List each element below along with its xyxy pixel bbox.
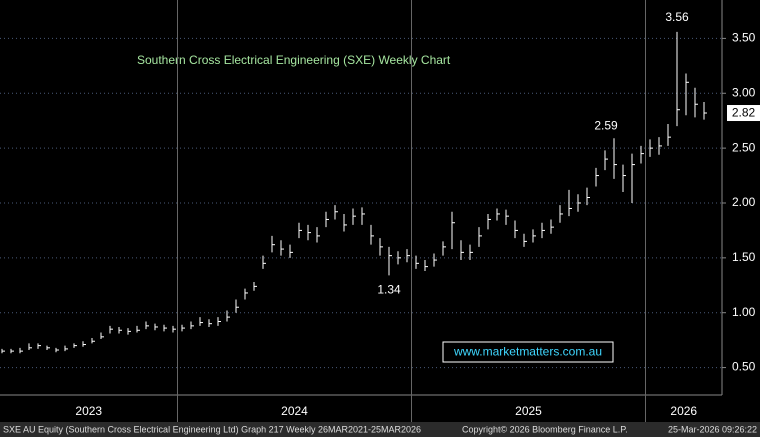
y-tick-label: 3.00 xyxy=(732,85,756,99)
x-tick-label: 2024 xyxy=(281,404,308,418)
price-annotation: 3.56 xyxy=(665,10,689,24)
footer-bar xyxy=(0,422,760,437)
price-annotation: 2.59 xyxy=(594,118,618,132)
y-tick-label: 2.50 xyxy=(732,140,756,154)
y-tick-label: 3.50 xyxy=(732,31,756,45)
footer-right: 25-Mar-2026 09:26:22 xyxy=(668,424,757,434)
chart-title: Southern Cross Electrical Engineering (S… xyxy=(137,53,451,67)
price-annotation: 1.34 xyxy=(377,283,401,297)
watermark-box xyxy=(442,341,614,363)
x-tick-label: 2025 xyxy=(515,404,542,418)
y-tick-label: 0.50 xyxy=(732,360,756,374)
footer-left: SXE AU Equity (Southern Cross Electrical… xyxy=(3,424,421,434)
x-tick-label: 2023 xyxy=(75,404,102,418)
x-tick-label: 2026 xyxy=(670,404,697,418)
last-price-label: 2.82 xyxy=(732,106,756,120)
y-tick-label: 1.00 xyxy=(732,305,756,319)
last-price-box xyxy=(727,105,760,122)
watermark: www.marketmatters.com.au xyxy=(453,345,602,359)
y-tick-label: 2.00 xyxy=(732,195,756,209)
footer-mid: Copyright© 2026 Bloomberg Finance L.P. xyxy=(462,424,628,434)
y-tick-label: 1.50 xyxy=(732,250,756,264)
